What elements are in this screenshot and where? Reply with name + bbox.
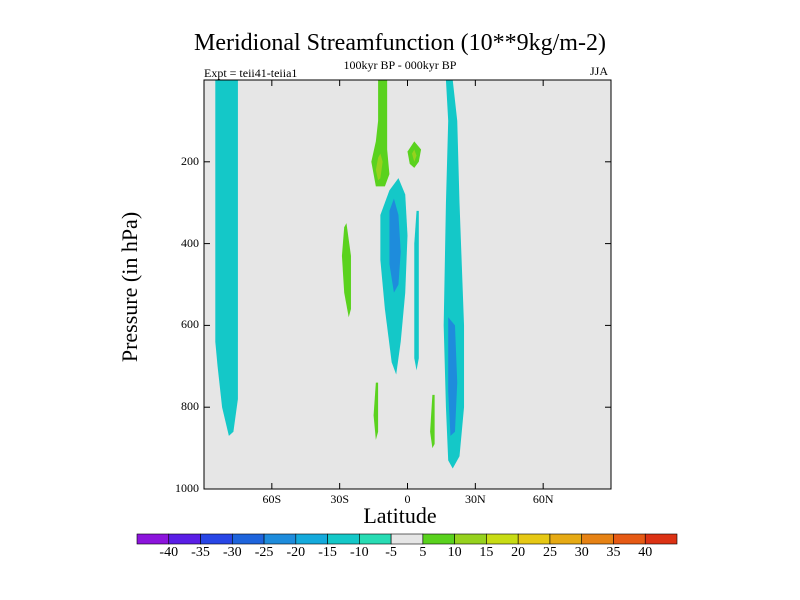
y-tick-label: 200	[181, 153, 199, 168]
contour-region-12	[373, 382, 379, 440]
colorbar-cell	[454, 533, 487, 545]
colorbar-label: -5	[385, 545, 397, 560]
contour-region-13	[430, 394, 435, 449]
colorbar-label: -25	[254, 545, 274, 560]
colorbar-cell	[200, 533, 233, 545]
colorbar-cell	[581, 533, 614, 545]
colorbar-label: -35	[191, 545, 210, 560]
colorbar-cell	[168, 533, 201, 545]
colorbar-cell	[390, 533, 424, 545]
colorbar-cell	[136, 533, 170, 545]
experiment-label: Expt = teii41-teiia1	[204, 66, 298, 80]
colorbar-cell	[359, 533, 392, 545]
colorbar-label: 30	[574, 545, 589, 560]
x-tick-label: 0	[404, 492, 411, 506]
colorbar-cell	[486, 533, 519, 545]
colorbar-label: -30	[222, 545, 242, 560]
y-tick-label: 1000	[175, 481, 199, 495]
colorbar-cell	[644, 533, 678, 545]
colorbar-label: -40	[159, 545, 179, 560]
colorbar-label: -10	[350, 545, 369, 560]
y-tick-label: 400	[181, 235, 199, 250]
colorbar-cell	[613, 533, 646, 545]
colorbar-label: 10	[447, 545, 462, 560]
contour-region-1	[215, 80, 238, 436]
season-label: JJA	[590, 64, 609, 78]
colorbar-label: -20	[286, 545, 306, 560]
x-axis-label: Latitude	[363, 503, 437, 528]
contour-region-11	[341, 223, 351, 318]
colorbar-label: 35	[606, 545, 621, 560]
colorbar-label: 20	[511, 545, 526, 560]
contour-region-5	[412, 149, 417, 162]
colorbar-label: 25	[542, 545, 557, 560]
colorbar-cell	[422, 533, 455, 545]
colorbar-cell	[231, 533, 265, 545]
y-tick-label: 600	[181, 317, 199, 332]
x-tick-label: 30N	[464, 492, 486, 506]
x-tick-label: 60N	[532, 492, 554, 506]
contour-region-8	[414, 210, 419, 371]
y-tick-label: 800	[181, 399, 199, 414]
colorbar-cell	[517, 533, 551, 545]
plot-background	[204, 80, 611, 489]
colorbar-label: 15	[479, 545, 494, 560]
colorbar-cell	[549, 533, 583, 545]
colorbar-cell	[263, 533, 297, 545]
contour-region-7	[389, 198, 401, 293]
chart-subtitle: 100kyr BP - 000kyr BP	[343, 58, 457, 72]
colorbar-label: 40	[638, 545, 653, 560]
x-tick-label: 30S	[330, 492, 349, 506]
colorbar-label: 5	[419, 545, 427, 560]
colorbar-cell	[327, 533, 360, 545]
contour-region-10	[448, 317, 458, 436]
chart-title: Meridional Streamfunction (10**9kg/m-2)	[194, 30, 606, 56]
colorbar-label: -15	[318, 545, 337, 560]
contour-region-2	[371, 80, 390, 187]
x-tick-label: 60S	[262, 492, 282, 506]
colorbar-cell	[295, 533, 328, 545]
contour-region-3	[375, 153, 383, 181]
